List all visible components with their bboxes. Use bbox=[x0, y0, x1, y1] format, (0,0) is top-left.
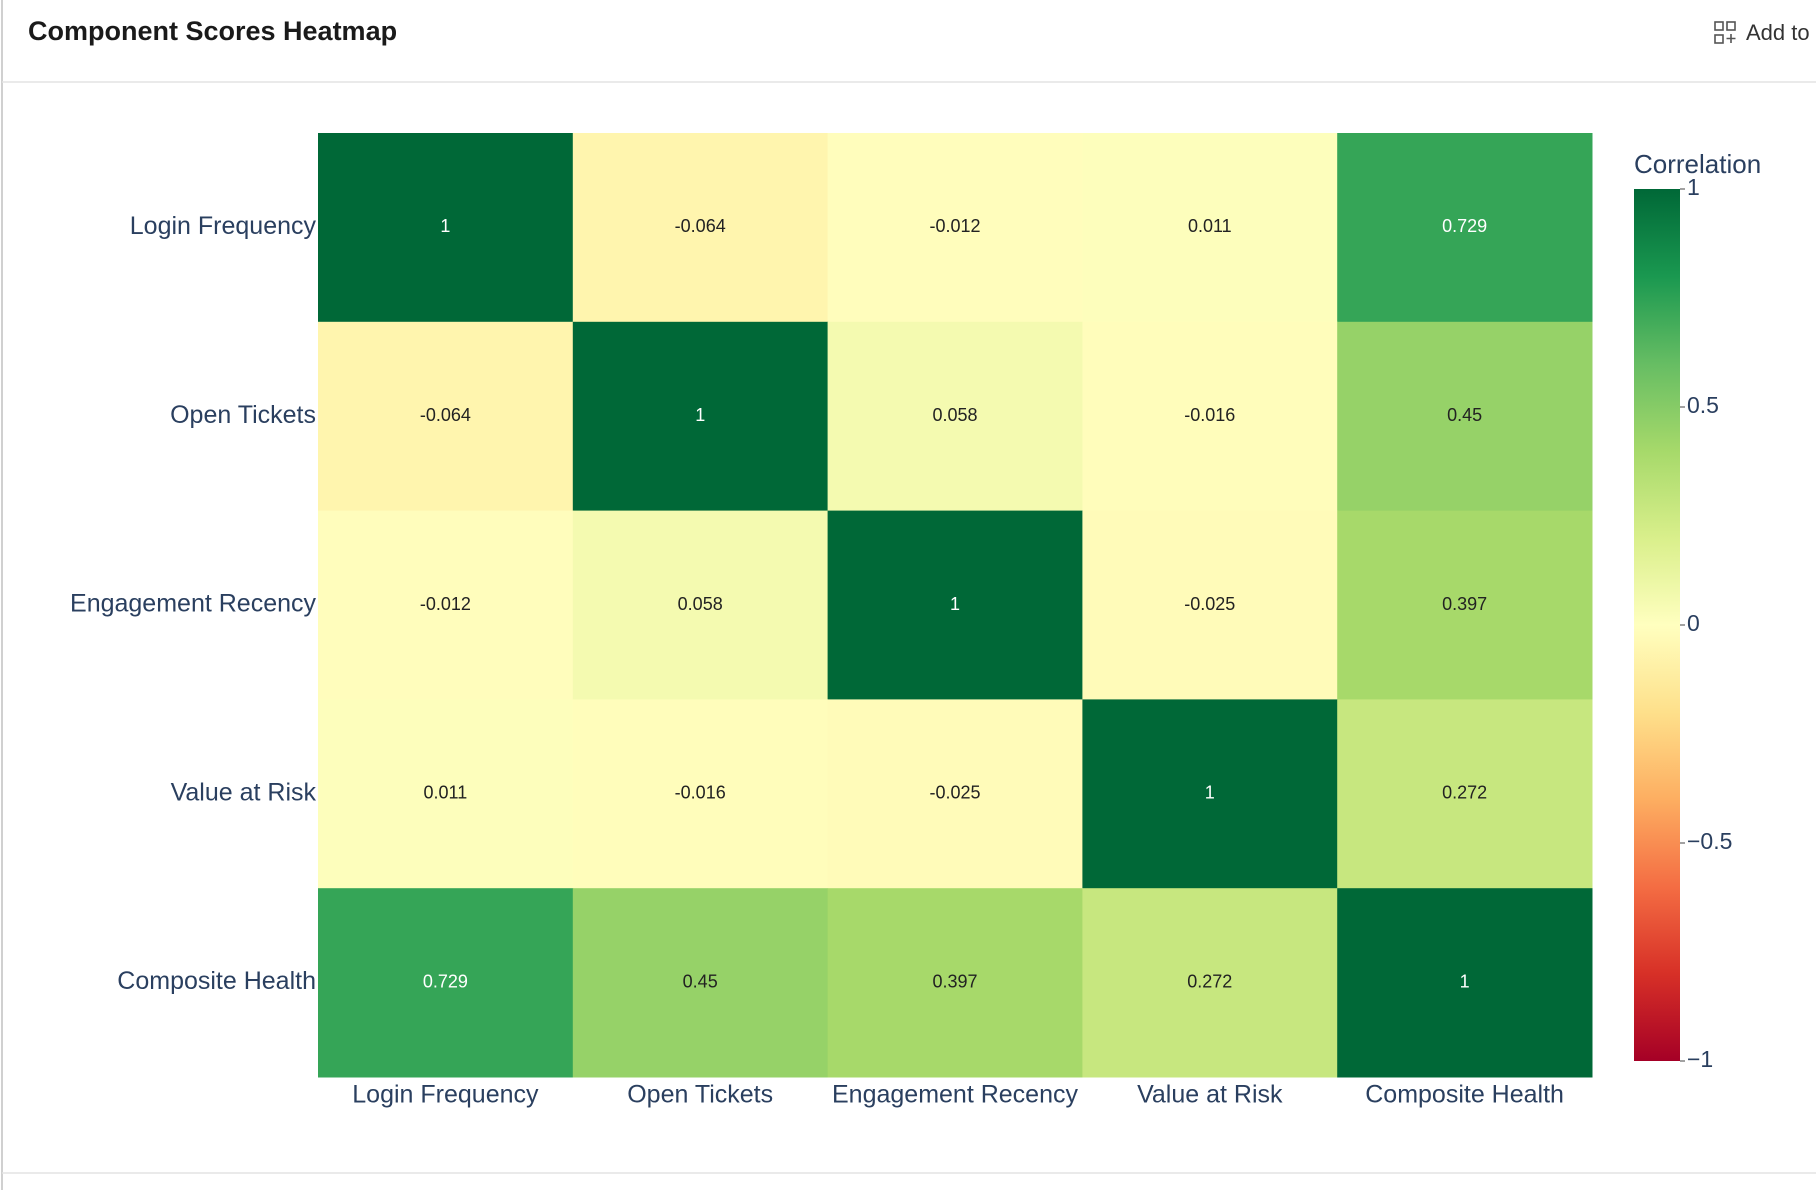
heatmap-cell bbox=[1337, 510, 1593, 700]
cell-value-label: -0.016 bbox=[675, 783, 726, 803]
colorbar-title: Correlation bbox=[1634, 149, 1761, 179]
cell-value-label: 0.272 bbox=[1442, 783, 1487, 803]
card-title: Component Scores Heatmap bbox=[28, 16, 397, 46]
heatmap-cell bbox=[827, 321, 1083, 512]
heatmap-cell bbox=[572, 133, 829, 323]
cell-value-label: -0.064 bbox=[675, 216, 726, 236]
y-tick-label: Composite Health bbox=[117, 967, 316, 995]
cell-value-label: 0.058 bbox=[678, 594, 723, 614]
heatmap-cell bbox=[1082, 888, 1338, 1078]
colorbar-tick-label: 0 bbox=[1687, 610, 1700, 636]
y-tick-label: Engagement Recency bbox=[70, 590, 316, 618]
heatmap-cell bbox=[1337, 321, 1593, 512]
heatmap: 1 -0.064 -0.012 0.011 0.729 -0.064 1 0.058 -0.01… bbox=[70, 133, 1761, 1109]
cell-value-label: 0.397 bbox=[932, 971, 977, 991]
cell-value-label: 0.729 bbox=[423, 971, 468, 991]
cell-value-label: 1 bbox=[440, 216, 450, 236]
heatmap-cell bbox=[1337, 888, 1593, 1078]
heatmap-cell bbox=[827, 888, 1083, 1078]
add-to-button[interactable]: Add to bbox=[1714, 20, 1810, 45]
heatmap-cell bbox=[572, 888, 829, 1078]
cell-value-label: 1 bbox=[1460, 971, 1470, 991]
heatmap-cell bbox=[827, 510, 1083, 700]
cell-value-label: -0.012 bbox=[929, 216, 980, 236]
y-tick-label: Value at Risk bbox=[171, 778, 317, 806]
heatmap-cell bbox=[1337, 699, 1593, 889]
button-icon bbox=[1714, 34, 1724, 44]
heatmap-cell bbox=[318, 133, 574, 323]
cell-value-label: 1 bbox=[1205, 783, 1215, 803]
x-tick-label: Login Frequency bbox=[352, 1081, 539, 1109]
cell-value-label: 1 bbox=[950, 594, 960, 614]
cell-value-label: -0.016 bbox=[1184, 405, 1235, 425]
heatmap-cell bbox=[318, 888, 574, 1078]
x-tick-label: Value at Risk bbox=[1137, 1081, 1283, 1109]
y-tick-label: Login Frequency bbox=[130, 212, 317, 240]
cell-value-label: 0.729 bbox=[1442, 216, 1487, 236]
cell-value-label: -0.025 bbox=[929, 783, 980, 803]
x-tick-label: Composite Health bbox=[1365, 1081, 1564, 1109]
cell-value-label: 0.397 bbox=[1442, 594, 1487, 614]
colorbar-tick-label: −0.5 bbox=[1687, 828, 1732, 854]
colorbar-tick-label: 1 bbox=[1687, 174, 1700, 200]
cell-value-label: 0.011 bbox=[424, 783, 468, 803]
cell-value-label: 0.45 bbox=[683, 971, 718, 991]
cell-value-label: 0.45 bbox=[1447, 405, 1482, 425]
heatmap-cell bbox=[1082, 321, 1338, 512]
cell-value-label: 0.272 bbox=[1187, 971, 1232, 991]
cell-value-label: 1 bbox=[695, 405, 705, 425]
cell-value-label: -0.064 bbox=[420, 405, 471, 425]
colorbar-tick-label: −1 bbox=[1687, 1046, 1713, 1072]
heatmap-cell bbox=[1337, 133, 1593, 323]
cell-value-label: -0.025 bbox=[1184, 594, 1235, 614]
x-tick-label: Open Tickets bbox=[627, 1081, 773, 1109]
heatmap-cell bbox=[572, 510, 829, 700]
heatmap-cell bbox=[572, 699, 829, 889]
heatmap-cell bbox=[572, 321, 829, 512]
heatmap-cell bbox=[1082, 699, 1338, 889]
heatmap-cell bbox=[318, 510, 574, 700]
x-tick-label: Engagement Recency bbox=[832, 1081, 1078, 1109]
colorbar bbox=[1634, 189, 1680, 1061]
cell-value-label: -0.012 bbox=[420, 594, 471, 614]
heatmap-cell bbox=[827, 133, 1083, 323]
heatmap-cell bbox=[318, 699, 574, 889]
button-icon bbox=[1726, 34, 1736, 43]
heatmap-cell bbox=[1082, 133, 1338, 323]
cell-value-label: 0.058 bbox=[932, 405, 977, 425]
heatmap-cell bbox=[1082, 510, 1338, 700]
button-icon bbox=[1726, 21, 1736, 31]
cell-value-label: 0.011 bbox=[1188, 216, 1232, 236]
button-label[interactable]: Add to bbox=[1746, 20, 1810, 45]
colorbar-tick-label: 0.5 bbox=[1687, 392, 1719, 418]
heatmap-cell bbox=[318, 321, 574, 512]
button-icon bbox=[1714, 21, 1724, 31]
y-tick-label: Open Tickets bbox=[170, 401, 316, 429]
heatmap-cell bbox=[827, 699, 1083, 889]
